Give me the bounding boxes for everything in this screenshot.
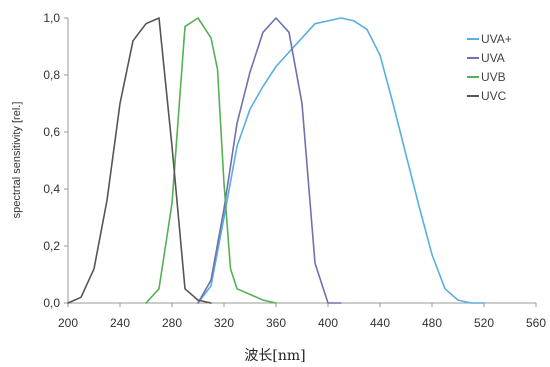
legend-item: UVB: [467, 70, 506, 84]
series-line-uvb: [145, 17, 277, 304]
x-ticks: 200 240 280 320 360 400 440 480 520 560: [58, 303, 546, 330]
x-tick-label: 200: [58, 316, 78, 330]
x-axis-label: 波长[nm]: [244, 348, 305, 364]
y-axis-label: spectrtal sensitivity [rel.]: [11, 102, 23, 219]
legend-item: UVA+: [467, 32, 512, 46]
legend-item: UVC: [467, 89, 507, 103]
y-tick-label: 0,2: [43, 239, 60, 253]
legend-label: UVA: [481, 51, 505, 65]
legend-label: UVC: [481, 89, 507, 103]
series-lines: [67, 17, 485, 304]
x-tick-label: 240: [110, 316, 130, 330]
axes: [67, 18, 536, 304]
y-ticks: 0,0 0,2 0,4 0,6 0,8 1,0: [43, 11, 68, 310]
legend-label: UVB: [481, 70, 506, 84]
x-tick-label: 440: [370, 316, 390, 330]
x-tick-label: 320: [214, 316, 234, 330]
series-line-uva: [197, 17, 342, 304]
legend: UVA+ UVA UVB UVC: [467, 32, 512, 103]
y-tick-label: 0,0: [43, 296, 60, 310]
x-tick-label: 400: [318, 316, 338, 330]
y-tick-label: 0,4: [43, 182, 60, 196]
x-tick-label: 480: [422, 316, 442, 330]
x-tick-label: 360: [266, 316, 286, 330]
y-tick-label: 0,8: [43, 68, 60, 82]
legend-label: UVA+: [481, 32, 512, 46]
legend-item: UVA: [467, 51, 505, 65]
x-tick-label: 520: [474, 316, 494, 330]
x-tick-label: 560: [526, 316, 546, 330]
y-tick-label: 1,0: [43, 11, 60, 25]
series-line-uva: [197, 17, 485, 304]
series-line-uvc: [67, 17, 212, 304]
x-tick-label: 280: [162, 316, 182, 330]
y-tick-label: 0,6: [43, 125, 60, 139]
